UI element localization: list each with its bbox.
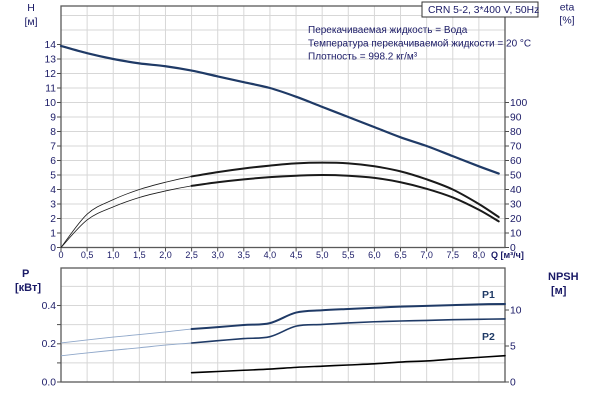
svg-text:70: 70 — [510, 141, 522, 152]
svg-text:Температура перекачиваемой жид: Температура перекачиваемой жидкости = 20… — [308, 38, 531, 49]
svg-text:3: 3 — [50, 199, 56, 210]
svg-text:Плотность = 998.2 кг/м³: Плотность = 998.2 кг/м³ — [308, 52, 418, 63]
svg-text:P: P — [22, 268, 29, 280]
svg-text:5: 5 — [510, 341, 516, 352]
svg-text:8: 8 — [50, 127, 56, 138]
svg-text:40: 40 — [510, 185, 522, 196]
svg-text:NPSH: NPSH — [548, 271, 579, 283]
svg-text:50: 50 — [510, 170, 522, 181]
svg-text:H: H — [27, 2, 35, 14]
svg-text:90: 90 — [510, 112, 522, 123]
svg-text:[м]: [м] — [24, 16, 37, 28]
svg-text:9: 9 — [50, 112, 56, 123]
svg-text:0: 0 — [50, 243, 56, 254]
svg-text:5: 5 — [50, 170, 56, 181]
svg-text:P2: P2 — [482, 331, 495, 343]
svg-text:11: 11 — [45, 83, 56, 94]
svg-text:Q [м³/ч]: Q [м³/ч] — [491, 250, 524, 260]
svg-text:60: 60 — [510, 156, 522, 167]
svg-text:7: 7 — [50, 141, 56, 152]
svg-text:10: 10 — [510, 305, 522, 316]
svg-text:[кВт]: [кВт] — [15, 282, 41, 294]
svg-text:0.2: 0.2 — [42, 339, 57, 350]
svg-text:0: 0 — [510, 377, 516, 388]
svg-text:10: 10 — [45, 98, 57, 109]
svg-text:0.4: 0.4 — [42, 301, 57, 312]
svg-text:[м]: [м] — [551, 285, 567, 297]
svg-text:CRN 5-2, 3*400 V, 50Hz: CRN 5-2, 3*400 V, 50Hz — [428, 5, 539, 16]
svg-text:0.0: 0.0 — [42, 377, 57, 388]
svg-text:eta: eta — [560, 2, 575, 14]
svg-text:100: 100 — [510, 98, 527, 109]
svg-text:13: 13 — [45, 54, 57, 65]
svg-text:10: 10 — [510, 228, 522, 239]
svg-text:2: 2 — [50, 214, 56, 225]
svg-text:4: 4 — [50, 185, 56, 196]
svg-text:Перекачиваемая жидкость = Вода: Перекачиваемая жидкость = Вода — [308, 25, 468, 36]
svg-text:12: 12 — [45, 69, 57, 80]
svg-text:30: 30 — [510, 199, 522, 210]
svg-text:20: 20 — [510, 214, 522, 225]
svg-text:6: 6 — [50, 156, 56, 167]
svg-text:14: 14 — [45, 40, 57, 51]
svg-text:[%]: [%] — [559, 15, 574, 27]
svg-text:80: 80 — [510, 127, 522, 138]
svg-text:P1: P1 — [482, 289, 495, 301]
svg-text:1: 1 — [50, 228, 56, 239]
